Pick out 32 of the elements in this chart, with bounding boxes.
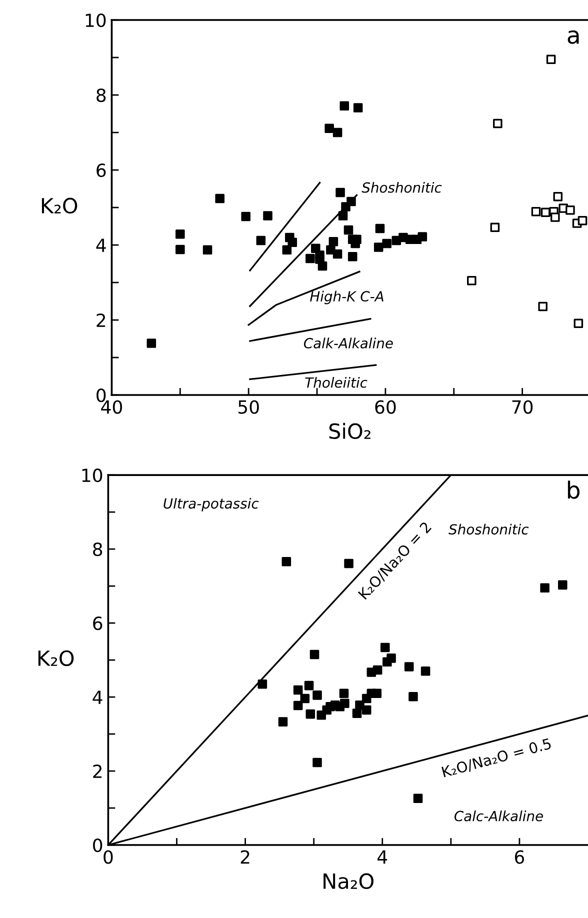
y-tick-label: 0 <box>93 838 102 852</box>
x-tick-label: 60 <box>375 400 396 414</box>
y-tick-label: 10 <box>86 13 106 28</box>
annotation: a <box>568 30 579 44</box>
y-tick-label: 6 <box>96 163 106 178</box>
annotation: Shoshonitic <box>362 182 442 193</box>
y-tick-label: 2 <box>93 764 102 778</box>
y-axis-title: K₂O <box>38 650 74 666</box>
y-tick-label: 4 <box>92 690 102 704</box>
annotation: High-K C-A <box>310 290 384 304</box>
y-tick-label: 6 <box>93 616 102 630</box>
x-tick-label: 40 <box>101 400 122 414</box>
y-tick-label: 0 <box>96 388 106 402</box>
x-axis-title: Na₂O <box>324 873 374 890</box>
x-tick-label: 4 <box>378 850 388 864</box>
x-tick-label: 2 <box>240 850 250 864</box>
x-tick-label: 70 <box>512 400 533 414</box>
x-tick-label: 6 <box>514 850 524 864</box>
y-axis-title: K₂O <box>42 198 78 214</box>
annotation: Tholeiitic <box>305 377 368 388</box>
y-tick-label: 10 <box>82 468 102 482</box>
y-tick-label: 8 <box>93 542 102 556</box>
annotation: Shoshonitic <box>448 524 529 535</box>
annotation: Ultra-potassic <box>164 498 259 512</box>
annotation: Calc-Alkaline <box>454 810 543 822</box>
y-tick-label: 4 <box>96 238 106 252</box>
x-tick-label: 50 <box>238 400 259 414</box>
x-axis-title: SiO₂ <box>329 422 370 440</box>
annotation: Calk-Alkaline <box>304 338 393 348</box>
annotation: b <box>568 480 580 499</box>
y-tick-label: 8 <box>96 88 106 102</box>
y-tick-label: 2 <box>96 313 106 327</box>
